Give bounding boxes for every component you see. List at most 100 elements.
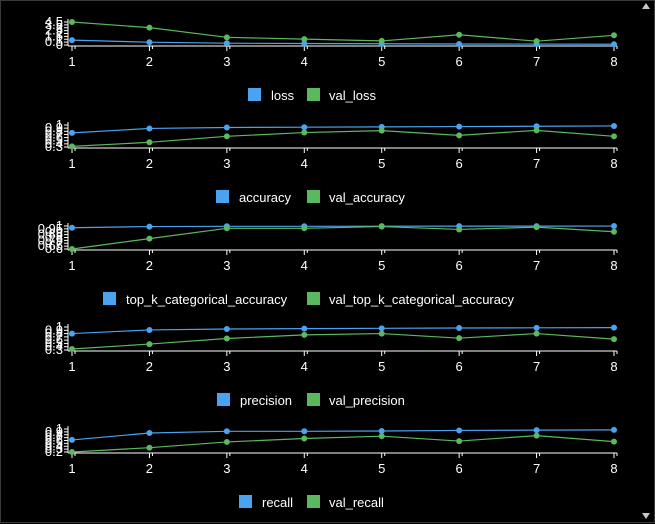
y-tick-label: 0.9: [45, 322, 63, 337]
data-point-val_top_k_categorical_accuracy: [378, 223, 385, 230]
x-tick-label: 5: [378, 461, 385, 476]
data-point-val_recall: [146, 444, 153, 451]
legend-swatch-val_loss[interactable]: [307, 88, 320, 101]
data-point-val_top_k_categorical_accuracy: [146, 235, 153, 242]
data-point-val_accuracy: [301, 129, 308, 136]
y-tick-label: 1: [56, 218, 63, 233]
data-point-val_accuracy: [611, 133, 617, 140]
data-point-recall: [223, 428, 230, 435]
data-point-val_accuracy: [223, 133, 230, 140]
data-point-recall: [533, 427, 540, 434]
data-point-recall: [611, 426, 617, 433]
y-tick-label: 0.8: [45, 123, 63, 138]
y-tick-label: 0.4: [45, 136, 63, 151]
y-tick-label: 0.85: [38, 227, 63, 242]
data-point-val_accuracy: [378, 127, 385, 134]
series-line-val_precision: [71, 332, 615, 350]
data-point-accuracy: [301, 124, 308, 131]
y-tick-label: 1: [56, 117, 63, 132]
data-point-val_loss: [456, 31, 463, 38]
y-tick-label: 0.5: [45, 133, 63, 148]
x-tick-label: 6: [456, 156, 463, 171]
legend-label-val_recall[interactable]: val_recall: [329, 495, 384, 510]
data-point-val_loss: [301, 36, 308, 43]
x-tick-label: 7: [533, 156, 540, 171]
data-point-val_loss: [146, 24, 153, 31]
legend-label-recall[interactable]: recall: [262, 495, 293, 510]
series-line-loss: [71, 39, 615, 45]
x-tick-label: 5: [378, 156, 385, 171]
y-tick-label: 0.5: [45, 435, 63, 450]
data-point-val_loss: [69, 19, 75, 25]
legend-swatch-precision[interactable]: [217, 393, 230, 406]
data-point-val_precision: [69, 346, 75, 353]
x-tick-label: 6: [456, 461, 463, 476]
data-point-val_accuracy: [456, 132, 463, 139]
data-point-val_accuracy: [146, 139, 153, 146]
x-tick-label: 7: [533, 258, 540, 273]
series-line-val_accuracy: [71, 129, 615, 147]
x-tick-label: 4: [301, 54, 308, 69]
y-tick-label: 0.95: [38, 221, 63, 236]
series-line-val_top_k_categorical_accuracy: [71, 225, 615, 250]
y-tick-label: 0.8: [45, 230, 63, 245]
y-tick-label: 2: [56, 26, 63, 41]
data-point-top_k_categorical_accuracy: [69, 224, 75, 231]
series-line-precision: [71, 327, 615, 335]
legend-label-accuracy[interactable]: accuracy: [239, 190, 292, 205]
x-tick-label: 3: [223, 461, 230, 476]
x-tick-label: 1: [68, 54, 75, 69]
y-tick-label: 0.9: [45, 120, 63, 135]
y-tick-label: 1: [56, 319, 63, 334]
legend-label-top_k_categorical_accuracy[interactable]: top_k_categorical_accuracy: [126, 292, 288, 307]
legend-swatch-val_accuracy[interactable]: [307, 190, 320, 203]
legend-swatch-recall[interactable]: [239, 495, 252, 508]
legend-swatch-val_top_k_categorical_accuracy[interactable]: [307, 292, 320, 305]
x-tick-label: 2: [146, 258, 153, 273]
data-point-val_precision: [146, 341, 153, 348]
y-tick-label: 0.75: [38, 232, 63, 247]
data-point-precision: [301, 325, 308, 332]
legend-label-val_top_k_categorical_accuracy[interactable]: val_top_k_categorical_accuracy: [329, 292, 514, 307]
x-tick-label: 1: [68, 156, 75, 171]
data-point-val_loss: [223, 34, 230, 41]
data-point-top_k_categorical_accuracy: [611, 223, 617, 230]
y-tick-label: 2.5: [45, 23, 63, 38]
legend-swatch-loss[interactable]: [248, 88, 261, 101]
data-point-recall: [301, 428, 308, 435]
x-tick-label: 7: [533, 54, 540, 69]
data-point-loss: [223, 40, 230, 47]
y-tick-label: 4.5: [45, 14, 63, 29]
data-point-accuracy: [611, 122, 617, 129]
scroll-down-arrow-icon[interactable]: [642, 513, 650, 519]
data-point-precision: [533, 324, 540, 331]
data-point-val_top_k_categorical_accuracy: [533, 224, 540, 231]
legend-swatch-val_precision[interactable]: [307, 393, 320, 406]
legend-label-val_loss[interactable]: val_loss: [329, 88, 376, 103]
y-tick-label: 0.4: [45, 339, 63, 354]
data-point-val_recall: [378, 433, 385, 440]
x-tick-label: 3: [223, 54, 230, 69]
x-tick-label: 8: [610, 359, 617, 374]
x-tick-label: 1: [68, 461, 75, 476]
legend-swatch-val_recall[interactable]: [307, 495, 320, 508]
y-tick-label: 0.3: [45, 441, 63, 456]
legend-label-loss[interactable]: loss: [271, 88, 295, 103]
data-point-accuracy: [456, 123, 463, 130]
legend-label-val_precision[interactable]: val_precision: [329, 393, 405, 408]
legend-label-precision[interactable]: precision: [240, 393, 292, 408]
legend-label-val_accuracy[interactable]: val_accuracy: [329, 190, 405, 205]
scroll-up-arrow-icon[interactable]: [642, 3, 650, 9]
data-point-val_recall: [69, 449, 75, 455]
y-tick-label: 0.6: [45, 130, 63, 145]
legend-swatch-accuracy[interactable]: [216, 190, 229, 203]
data-point-recall: [378, 428, 385, 435]
data-point-val_loss: [533, 38, 540, 45]
legend-swatch-top_k_categorical_accuracy[interactable]: [103, 292, 116, 305]
x-tick-label: 4: [301, 258, 308, 273]
data-point-val_precision: [301, 331, 308, 338]
x-tick-label: 1: [68, 359, 75, 374]
data-point-val_top_k_categorical_accuracy: [611, 228, 617, 235]
data-point-val_recall: [611, 438, 617, 445]
